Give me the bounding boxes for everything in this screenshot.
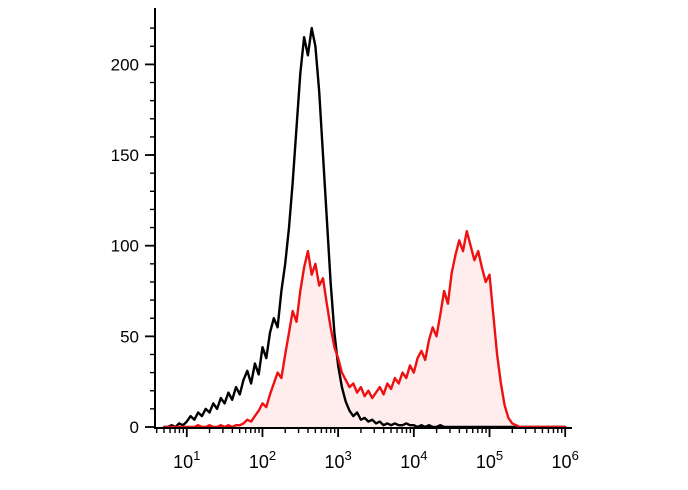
red-histogram-fill: [164, 231, 566, 427]
x-tick-label: 101: [173, 448, 200, 472]
y-tick-label: 0: [130, 418, 139, 437]
y-tick-label: 100: [111, 237, 139, 256]
x-tick-exponent: 3: [345, 448, 352, 463]
red-histogram-curve: [162, 230, 567, 429]
x-tick-exponent: 1: [193, 448, 200, 463]
x-tick-exponent: 5: [496, 448, 503, 463]
x-tick-exponent: 4: [420, 448, 427, 463]
y-tick-label: 50: [120, 327, 139, 346]
x-tick-exponent: 6: [572, 448, 579, 463]
y-tick-label: 200: [111, 55, 139, 74]
y-tick-label: 150: [111, 146, 139, 165]
x-tick-exponent: 2: [269, 448, 276, 463]
